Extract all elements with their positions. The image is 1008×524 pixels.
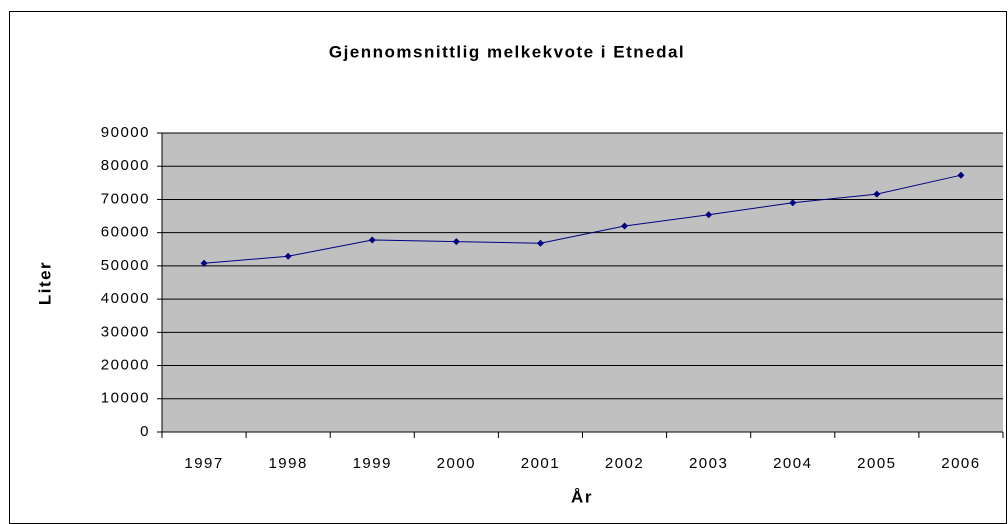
plot-area	[162, 133, 1003, 432]
data-point	[200, 259, 208, 267]
y-tick-label: 10000	[101, 390, 150, 407]
y-tick-label: 50000	[101, 257, 150, 274]
x-tick-label: 2004	[773, 455, 812, 472]
data-point	[873, 190, 881, 198]
x-tick-label: 1997	[184, 455, 223, 472]
y-tick-label: 90000	[101, 124, 150, 141]
y-tick-label: 20000	[101, 357, 150, 374]
data-point	[452, 238, 460, 246]
x-tick-label: 2003	[689, 455, 728, 472]
x-axis-label: År	[571, 487, 593, 506]
x-tick-label: 2006	[941, 455, 980, 472]
x-tick-label: 2002	[605, 455, 644, 472]
data-point	[957, 171, 965, 179]
data-line	[204, 174, 962, 264]
x-tick-label: 2001	[521, 455, 560, 472]
y-tick-label: 40000	[101, 290, 150, 307]
x-tick-label: 2000	[437, 455, 476, 472]
y-tick-label: 70000	[101, 190, 150, 207]
data-point	[284, 252, 292, 260]
chart-title: Gjennomsnittlig melkekvote i Etnedal	[329, 42, 685, 61]
data-point	[789, 199, 797, 207]
data-point	[705, 211, 713, 219]
data-point	[621, 222, 629, 230]
y-tick-label: 60000	[101, 224, 150, 241]
x-tick-label: 1999	[353, 455, 392, 472]
y-tick-label: 0	[140, 423, 150, 440]
data-point	[536, 239, 544, 247]
x-tick-label: 2005	[857, 455, 896, 472]
y-axis-label: Liter	[35, 261, 54, 305]
y-tick-label: 80000	[101, 157, 150, 174]
data-point	[368, 236, 376, 244]
x-tick-label: 1998	[268, 455, 307, 472]
y-tick-label: 30000	[101, 323, 150, 340]
